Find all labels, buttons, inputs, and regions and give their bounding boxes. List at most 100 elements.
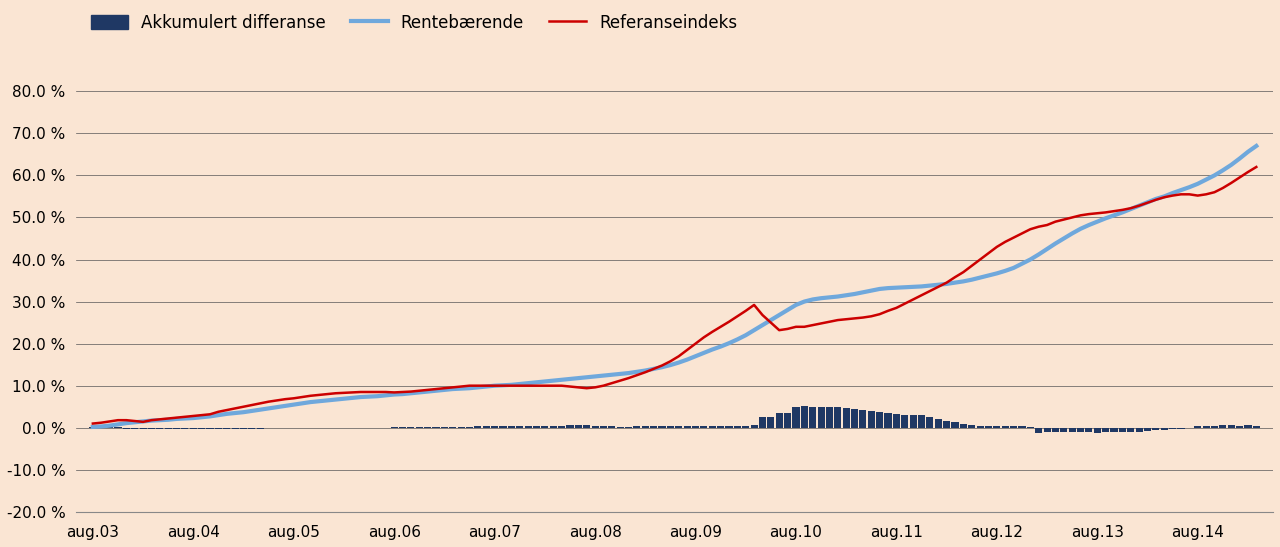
Bar — [859, 410, 867, 428]
Bar — [792, 407, 800, 428]
Bar — [206, 428, 214, 429]
Bar — [676, 426, 682, 428]
Bar — [140, 428, 147, 429]
Bar — [1220, 425, 1226, 428]
Bar — [801, 406, 808, 428]
Bar — [918, 415, 925, 428]
Bar — [876, 412, 883, 428]
Bar — [457, 427, 465, 428]
Bar — [173, 428, 180, 429]
Bar — [440, 427, 448, 428]
Bar — [148, 428, 155, 429]
Bar — [1085, 428, 1092, 432]
Bar — [984, 426, 992, 428]
Bar — [1093, 428, 1101, 433]
Bar — [934, 420, 942, 428]
Bar — [584, 425, 590, 428]
Bar — [684, 426, 691, 428]
Bar — [1119, 428, 1126, 432]
Bar — [1178, 428, 1184, 429]
Bar — [884, 413, 892, 428]
Bar — [575, 425, 582, 428]
Bar — [733, 426, 741, 428]
Bar — [223, 428, 230, 429]
Bar — [960, 424, 966, 428]
Bar — [549, 426, 557, 428]
Bar — [750, 425, 758, 428]
Bar — [424, 427, 431, 428]
Bar — [248, 428, 256, 429]
Bar — [532, 426, 540, 428]
Bar — [658, 426, 666, 428]
Bar — [1060, 428, 1068, 432]
Bar — [257, 428, 264, 429]
Bar — [182, 428, 188, 429]
Bar — [508, 426, 515, 428]
Bar — [943, 421, 950, 428]
Bar — [416, 427, 422, 428]
Bar — [893, 414, 900, 428]
Bar — [1019, 427, 1025, 428]
Bar — [1002, 427, 1009, 428]
Bar — [993, 427, 1001, 428]
Bar — [499, 427, 507, 428]
Bar — [449, 427, 457, 428]
Bar — [591, 426, 599, 428]
Bar — [566, 425, 573, 428]
Bar — [1128, 428, 1134, 432]
Bar — [1202, 426, 1210, 428]
Bar — [977, 426, 983, 428]
Bar — [1043, 428, 1051, 432]
Bar — [767, 417, 774, 428]
Bar — [1076, 428, 1084, 432]
Bar — [483, 427, 490, 428]
Bar — [1253, 426, 1260, 428]
Bar — [407, 427, 415, 428]
Bar — [433, 427, 439, 428]
Bar — [541, 426, 548, 428]
Bar — [650, 426, 657, 428]
Bar — [776, 412, 783, 428]
Bar — [826, 407, 833, 428]
Bar — [131, 428, 138, 429]
Bar — [1144, 428, 1151, 431]
Bar — [123, 428, 129, 429]
Bar — [910, 415, 916, 428]
Bar — [717, 426, 724, 428]
Bar — [968, 425, 975, 428]
Bar — [1236, 426, 1243, 428]
Bar — [1111, 428, 1117, 432]
Bar — [232, 428, 238, 429]
Bar — [835, 407, 841, 428]
Bar — [617, 427, 623, 428]
Bar — [525, 426, 531, 428]
Bar — [709, 426, 716, 428]
Bar — [608, 427, 616, 428]
Bar — [1169, 428, 1176, 429]
Bar — [634, 427, 640, 428]
Bar — [842, 408, 850, 428]
Bar — [927, 417, 933, 428]
Bar — [742, 426, 749, 428]
Legend: Akkumulert differanse, Rentebærende, Referanseindeks: Akkumulert differanse, Rentebærende, Ref… — [84, 7, 744, 38]
Bar — [1211, 426, 1219, 428]
Bar — [851, 409, 858, 428]
Bar — [475, 427, 481, 428]
Bar — [239, 428, 247, 429]
Bar — [189, 428, 197, 429]
Bar — [1194, 427, 1202, 428]
Bar — [641, 427, 649, 428]
Bar — [692, 426, 699, 428]
Bar — [818, 407, 824, 428]
Bar — [558, 426, 566, 428]
Bar — [600, 427, 607, 428]
Bar — [700, 426, 708, 428]
Bar — [1036, 428, 1042, 433]
Bar — [516, 426, 524, 428]
Bar — [1102, 428, 1110, 432]
Bar — [1135, 428, 1143, 432]
Bar — [1010, 427, 1018, 428]
Bar — [625, 427, 632, 428]
Bar — [1152, 428, 1160, 430]
Bar — [901, 415, 909, 428]
